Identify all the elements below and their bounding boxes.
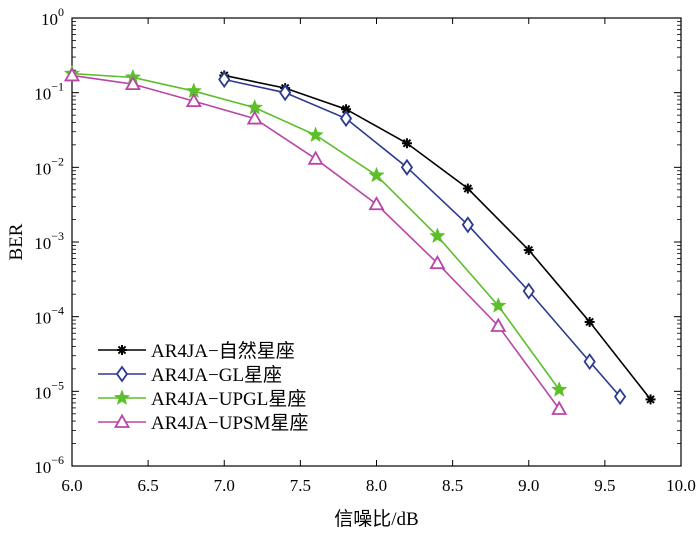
y-axis-ticks: 100 10−1 10−2 10−3 10−4 10−5 10−6 (34, 5, 681, 477)
legend-marker (113, 413, 131, 428)
data-point (368, 166, 385, 183)
x-tick-label: 6.0 (61, 476, 82, 495)
legend-marker (113, 389, 131, 406)
series-layer (63, 64, 656, 415)
y-tick-label: 10−4 (34, 304, 64, 328)
data-point (522, 282, 535, 300)
data-point (307, 126, 324, 143)
series-line (224, 74, 652, 400)
data-point (429, 254, 446, 270)
data-point (63, 67, 81, 82)
data-point (429, 227, 446, 244)
x-tick-label: 7.5 (290, 476, 311, 495)
series-line (224, 78, 621, 398)
series-triangle (63, 67, 568, 415)
legend-label: AR4JA−自然星座 (151, 340, 295, 362)
y-tick-label: 10−6 (34, 453, 64, 477)
legend-marker (115, 365, 129, 383)
x-tick-label: 7.0 (214, 476, 235, 495)
series-line (71, 72, 560, 391)
y-tick-label: 10−3 (34, 229, 64, 253)
data-point (551, 400, 568, 415)
data-point (124, 75, 141, 91)
data-point (185, 92, 202, 108)
data-point (368, 195, 385, 211)
data-point (246, 110, 263, 125)
y-tick-label: 10−5 (34, 378, 64, 402)
series-star (63, 64, 568, 397)
series-line (71, 74, 560, 410)
data-point (400, 158, 414, 176)
data-point (523, 245, 534, 256)
data-point (307, 150, 324, 165)
legend-label: AR4JA−UPSM星座 (151, 412, 308, 434)
data-point (490, 317, 507, 332)
series-diamond (218, 70, 627, 406)
data-point (401, 138, 412, 149)
y-tick-label: 10−1 (34, 80, 64, 104)
data-point (462, 183, 473, 194)
data-point (645, 394, 656, 405)
x-axis-ticks: 6.0 6.5 7.0 7.5 8.0 8.5 9.0 9.5 10.0 (61, 18, 696, 495)
legend: AR4JA−自然星座AR4JA−GL星座AR4JA−UPGL星座AR4JA−UP… (98, 340, 308, 434)
legend-item: AR4JA−GL星座 (98, 364, 282, 386)
y-axis-title: BER (6, 223, 27, 260)
data-point (341, 104, 352, 115)
data-point (613, 388, 627, 406)
data-point (583, 353, 596, 371)
legend-item: AR4JA−UPSM星座 (98, 412, 308, 434)
data-point (584, 316, 595, 327)
data-point (339, 110, 353, 128)
legend-label: AR4JA−GL星座 (151, 364, 282, 386)
data-point (490, 297, 507, 313)
x-axis-title: 信噪比/dB (334, 508, 418, 530)
data-point (218, 70, 231, 89)
x-tick-label: 6.5 (138, 476, 159, 495)
x-tick-label: 9.5 (594, 476, 615, 495)
data-point (550, 381, 568, 397)
y-tick-label: 100 (41, 5, 64, 29)
legend-label: AR4JA−UPGL星座 (151, 388, 306, 410)
legend-item: AR4JA−UPGL星座 (98, 388, 306, 410)
data-point (461, 216, 474, 234)
x-tick-label: 9.0 (518, 476, 539, 495)
legend-marker (117, 345, 127, 355)
data-point (279, 84, 292, 102)
x-tick-label: 8.5 (442, 476, 463, 495)
legend-item: AR4JA−自然星座 (98, 340, 295, 362)
y-tick-label: 10−2 (34, 154, 64, 178)
x-tick-label: 10.0 (666, 476, 696, 495)
x-tick-label: 8.0 (366, 476, 387, 495)
